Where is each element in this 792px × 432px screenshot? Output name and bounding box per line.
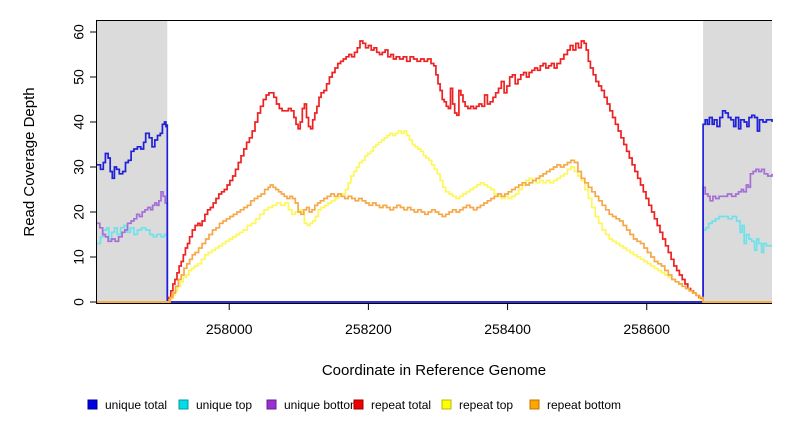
x-tick-label: 258600	[623, 321, 670, 337]
y-tick-label: 0	[71, 298, 87, 306]
legend-label: repeat total	[371, 398, 431, 412]
legend-label: repeat top	[459, 398, 513, 412]
y-tick-label: 60	[71, 24, 87, 40]
legend-label: repeat bottom	[547, 398, 621, 412]
legend-item: repeat top	[441, 398, 513, 412]
legend-label: unique bottom	[284, 398, 360, 412]
y-tick-label: 30	[71, 159, 87, 175]
y-axis-title: Read Coverage Depth	[21, 87, 38, 237]
legend-swatch-repeat-top	[441, 399, 452, 410]
series-line-repeat-total	[97, 40, 772, 303]
legend-item: repeat total	[353, 398, 431, 412]
series-line-unique-total	[97, 109, 773, 303]
series-line-unique-bottom	[97, 168, 773, 303]
legend: unique total unique top unique bottom re…	[87, 398, 621, 412]
chart-layer: 258000 258200 258400 258600 0 10 20 30 40 50 60	[71, 20, 773, 337]
y-tick-label: 10	[71, 249, 87, 265]
legend-item: unique total	[87, 398, 167, 412]
legend-item: unique top	[178, 398, 252, 412]
legend-swatch-unique-top	[178, 399, 189, 410]
series-line-repeat-bottom	[97, 159, 772, 303]
y-tick-label: 40	[71, 114, 87, 130]
x-axis-title: Coordinate in Reference Genome	[321, 362, 547, 379]
series-line-repeat-top	[97, 130, 772, 303]
x-tick-label: 258200	[345, 321, 392, 337]
legend-swatch-unique-total	[87, 399, 98, 410]
legend-label: unique total	[105, 398, 167, 412]
legend-swatch-repeat-bottom	[529, 399, 540, 410]
y-tick-label: 20	[71, 204, 87, 220]
legend-swatch-unique-bottom	[266, 399, 277, 410]
shaded-region	[97, 21, 168, 303]
shaded-region	[703, 21, 772, 303]
legend-item: repeat bottom	[529, 398, 621, 412]
legend-swatch-repeat-total	[353, 399, 364, 410]
legend-label: unique top	[196, 398, 252, 412]
y-tick-label: 50	[71, 69, 87, 85]
x-tick-label: 258000	[206, 321, 253, 337]
x-tick-label: 258400	[484, 321, 531, 337]
legend-item: unique bottom	[266, 398, 360, 412]
